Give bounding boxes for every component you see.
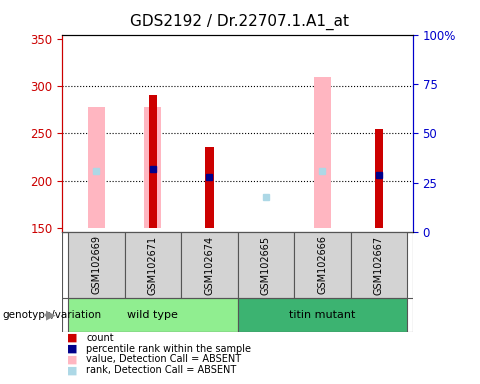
Text: ■: ■ — [67, 365, 78, 375]
Bar — [144, 107, 161, 228]
Text: ■: ■ — [67, 344, 78, 354]
Bar — [149, 95, 157, 228]
Text: GSM102669: GSM102669 — [91, 235, 101, 295]
Text: ▶: ▶ — [46, 308, 55, 321]
Text: value, Detection Call = ABSENT: value, Detection Call = ABSENT — [86, 354, 241, 364]
Text: GSM102671: GSM102671 — [148, 235, 158, 295]
Text: rank, Detection Call = ABSENT: rank, Detection Call = ABSENT — [86, 365, 237, 375]
Text: titin mutant: titin mutant — [289, 310, 356, 320]
Bar — [238, 232, 294, 298]
Text: GDS2192 / Dr.22707.1.A1_at: GDS2192 / Dr.22707.1.A1_at — [131, 13, 349, 30]
Text: count: count — [86, 333, 114, 343]
Bar — [88, 107, 105, 228]
Bar — [350, 232, 407, 298]
Bar — [68, 232, 125, 298]
Bar — [181, 232, 238, 298]
Bar — [314, 77, 331, 228]
Text: GSM102674: GSM102674 — [204, 235, 215, 295]
Text: GSM102667: GSM102667 — [374, 235, 384, 295]
Bar — [294, 232, 350, 298]
Text: genotype/variation: genotype/variation — [2, 310, 102, 320]
Bar — [238, 298, 407, 332]
Text: ■: ■ — [67, 333, 78, 343]
Text: GSM102665: GSM102665 — [261, 235, 271, 295]
Bar — [375, 129, 383, 228]
Text: percentile rank within the sample: percentile rank within the sample — [86, 344, 252, 354]
Bar — [205, 147, 214, 228]
Text: wild type: wild type — [127, 310, 178, 320]
Bar — [125, 232, 181, 298]
Text: GSM102666: GSM102666 — [317, 235, 327, 295]
Text: ■: ■ — [67, 354, 78, 364]
Bar — [68, 298, 238, 332]
